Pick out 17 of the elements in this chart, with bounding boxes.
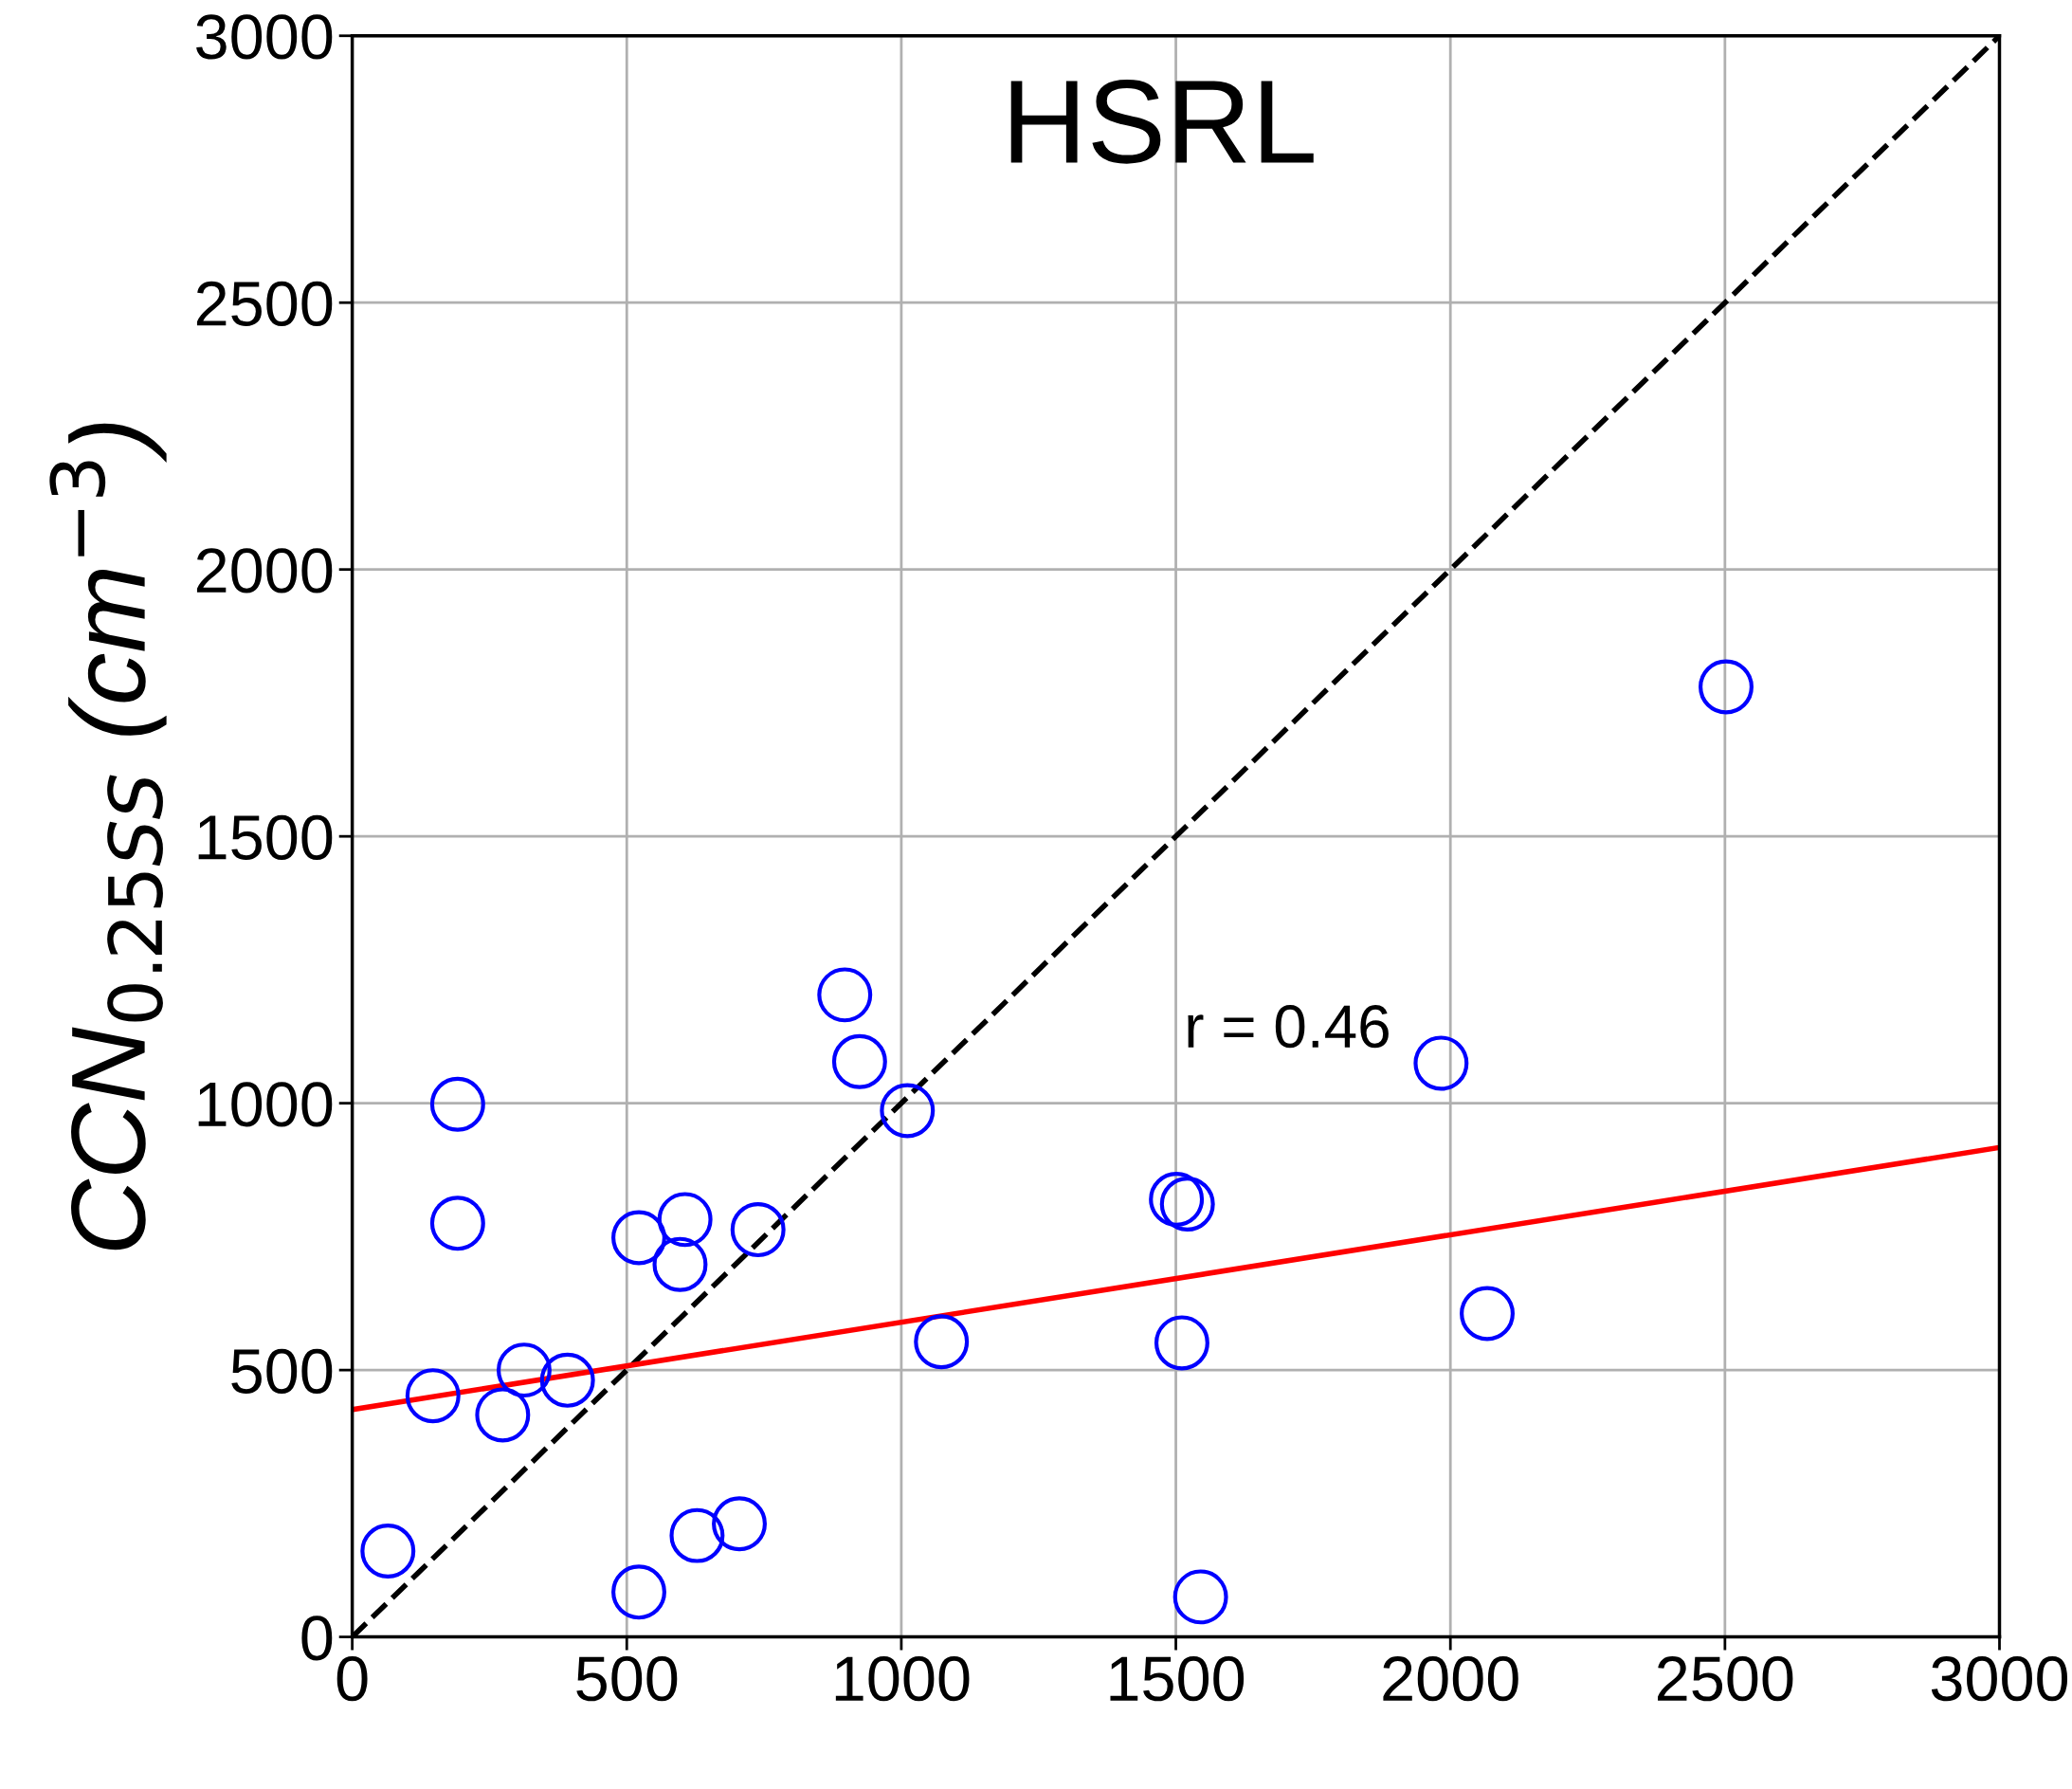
- y-tick-label: 1000: [198, 1082, 333, 1127]
- x-tick-label: 0: [336, 1656, 368, 1702]
- y-axis-title: CCN$_{0.25SS}$ (cm$^{−3}$): [49, 423, 167, 1250]
- y-tick-label: 2000: [196, 548, 333, 593]
- y-tick-label: 3000: [196, 14, 333, 60]
- x-tick-label: 500: [576, 1656, 678, 1702]
- x-tick-label: 1500: [1110, 1656, 1245, 1702]
- y-tick-label: 2500: [196, 281, 333, 327]
- x-tick-label: 1000: [835, 1656, 970, 1702]
- chart-title: HSRL: [1010, 80, 1314, 164]
- y-tick-label: 500: [231, 1348, 333, 1394]
- x-tick-label: 2000: [1383, 1656, 1518, 1702]
- x-tick-label: 2500: [1658, 1656, 1793, 1702]
- annotation: r = 0.46: [1188, 1005, 1389, 1049]
- x-tick-label: 3000: [1931, 1656, 2068, 1702]
- y-tick-label: 1500: [198, 814, 333, 860]
- y-tick-label: 0: [301, 1616, 333, 1661]
